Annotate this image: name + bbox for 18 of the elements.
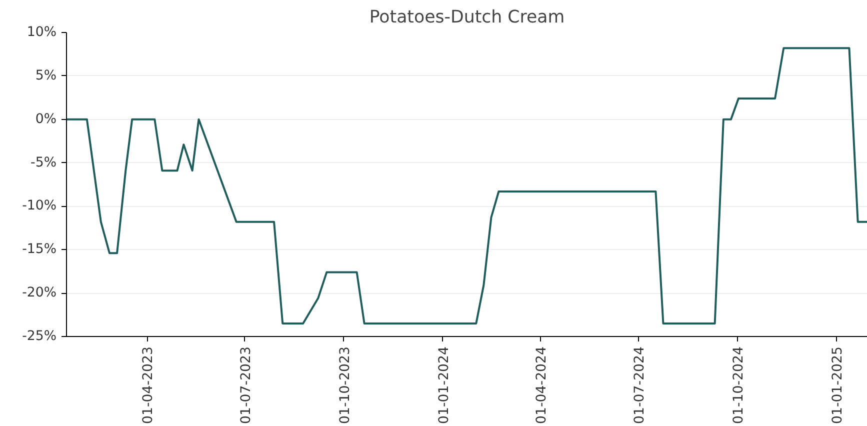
x-tick-label: 01-07-2024 xyxy=(632,346,648,424)
x-tick-label: 01-04-2023 xyxy=(141,346,156,424)
y-tick-label: -20% xyxy=(22,286,57,301)
y-tick-label: -5% xyxy=(30,155,57,170)
y-tick-label: 10% xyxy=(26,25,56,40)
y-tick-label: -10% xyxy=(22,198,57,214)
x-tick-label: 01-07-2023 xyxy=(238,346,254,424)
y-tick-label: 5% xyxy=(35,68,57,84)
y-tick-label: -25% xyxy=(22,329,57,344)
y-tick-label: -15% xyxy=(22,242,57,258)
x-tick-label: 01-10-2024 xyxy=(731,346,746,424)
x-tick-label: 01-10-2023 xyxy=(338,346,353,424)
y-tick-label: 0% xyxy=(35,112,57,127)
x-tick-label: 01-01-2024 xyxy=(436,346,452,424)
line-series xyxy=(66,47,867,324)
x-tick-label: 01-01-2025 xyxy=(830,346,846,424)
chart-title: Potatoes-Dutch Cream xyxy=(369,8,565,28)
x-tick-label: 01-04-2024 xyxy=(534,346,550,424)
